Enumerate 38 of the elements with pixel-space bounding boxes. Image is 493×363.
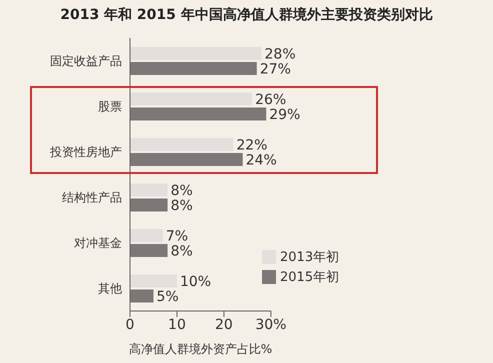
data-label: 10% [180, 274, 212, 290]
data-label: 8% [170, 183, 193, 199]
bar [130, 244, 168, 257]
x-tick-label: 10 [168, 316, 186, 333]
bar [130, 290, 154, 302]
x-tick-label: 20 [215, 316, 233, 333]
y-tick-label: 固定收益产品 [50, 54, 122, 68]
bar [130, 47, 262, 60]
bar [130, 153, 243, 166]
y-tick-label: 对冲基金 [74, 236, 122, 250]
legend-label: 2013年初 [280, 250, 340, 265]
y-tick-label: 结构性产品 [62, 190, 122, 205]
chart-title: 2013 年和 2015 年中国高净值人群境外主要投资类别对比 [59, 6, 434, 24]
x-tick-label: 30% [255, 316, 286, 333]
data-label: 7% [166, 228, 188, 244]
bar [130, 229, 163, 242]
data-label: 8% [170, 244, 193, 260]
x-axis-title: 高净值人群境外资产占比% [128, 342, 272, 356]
data-label: 27% [260, 62, 291, 78]
x-tick-label: 0 [126, 316, 134, 333]
data-label: 28% [264, 46, 296, 62]
data-label: 24% [246, 152, 277, 168]
bar [130, 138, 234, 151]
data-label: 8% [170, 198, 193, 214]
data-label: 26% [255, 92, 286, 108]
y-tick-label: 股票 [98, 100, 122, 114]
bar [130, 198, 168, 212]
data-label: 22% [236, 138, 268, 154]
data-label: 5% [156, 289, 179, 305]
bar [130, 62, 257, 75]
bar [130, 108, 266, 120]
bar [130, 274, 177, 288]
bar [130, 184, 168, 196]
bar [130, 92, 252, 106]
legend-label: 2015年初 [280, 270, 340, 285]
y-tick-label: 投资性房地产 [49, 145, 122, 160]
y-tick-label: 其他 [98, 282, 122, 296]
data-label: 29% [269, 107, 300, 123]
